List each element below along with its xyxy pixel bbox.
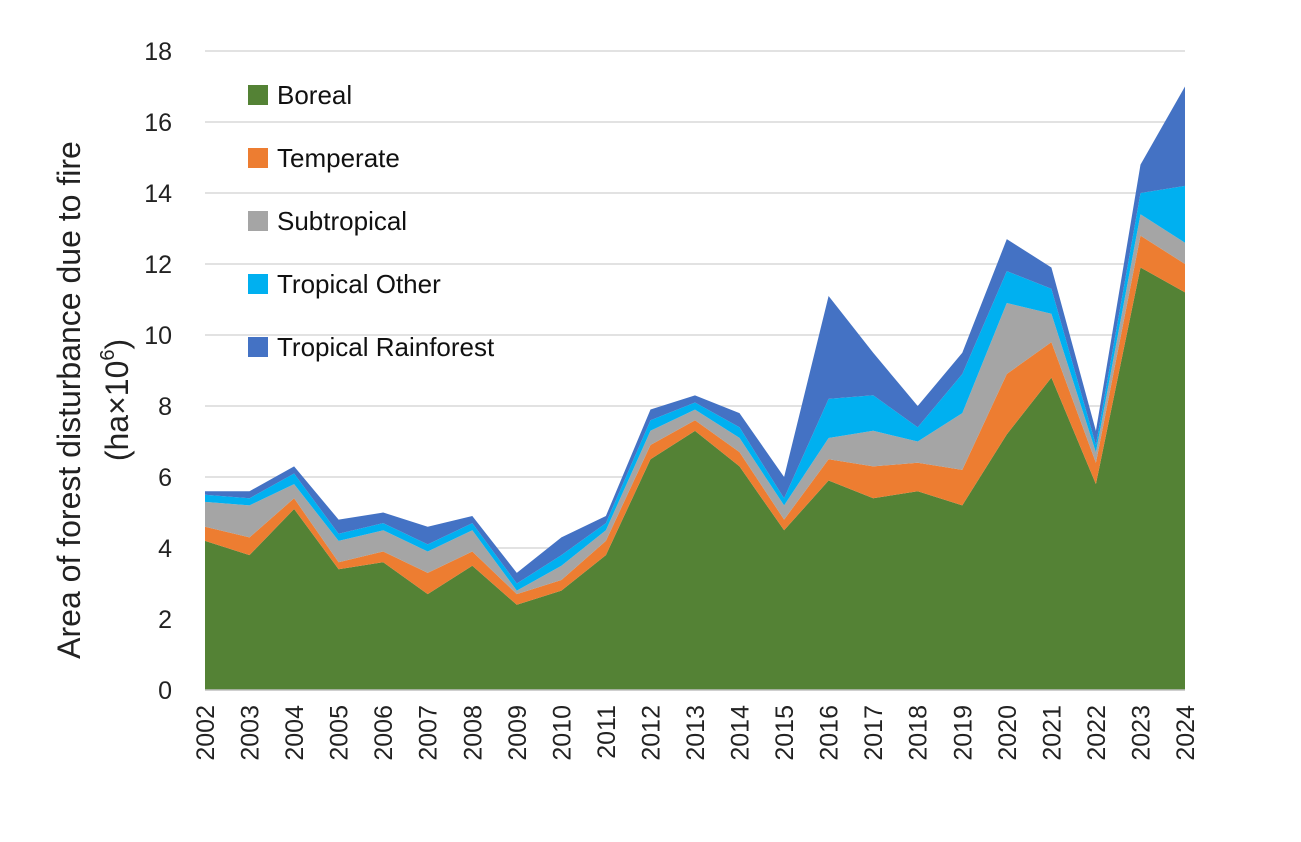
x-tick-label: 2008 — [459, 705, 487, 761]
legend-swatch — [248, 211, 268, 231]
x-tick-label: 2012 — [637, 705, 665, 761]
x-tick-label: 2011 — [593, 705, 621, 759]
x-tick-label: 2020 — [994, 705, 1022, 761]
y-axis-label-exponent: 6 — [97, 350, 119, 361]
x-tick-label: 2015 — [771, 705, 799, 761]
y-tick-label: 18 — [144, 38, 172, 66]
x-tick-label: 2003 — [237, 705, 265, 761]
area-boreal — [205, 267, 1185, 690]
x-tick-label: 2022 — [1083, 705, 1111, 761]
legend-swatch — [248, 148, 268, 168]
legend: Boreal Temperate Subtropical Tropical Other… — [248, 80, 495, 362]
x-tick-label: 2004 — [281, 705, 309, 761]
x-tick-label: 2014 — [727, 705, 755, 761]
legend-swatch — [248, 337, 268, 357]
x-tick-label: 2016 — [816, 705, 844, 761]
x-tick-label: 2019 — [949, 705, 977, 761]
x-tick-labels: 2002 2003 2004 2005 2006 2007 2008 2009 2010 2011… — [192, 705, 1200, 761]
y-tick-label: 14 — [144, 180, 172, 208]
x-tick-label: 2006 — [370, 705, 398, 761]
x-tick-label: 2005 — [326, 705, 354, 761]
x-tick-label: 2002 — [192, 705, 220, 761]
y-axis-label-prefix: (ha×10 — [99, 361, 135, 462]
y-axis-label-line1: Area of forest disturbance due to fire — [51, 141, 87, 659]
y-tick-label: 12 — [144, 251, 172, 279]
y-axis-label: Area of forest disturbance due to fire (… — [51, 141, 135, 659]
legend-label: Tropical Rainforest — [277, 332, 495, 362]
legend-label: Boreal — [277, 80, 352, 110]
y-tick-label: 2 — [158, 606, 172, 634]
y-tick-label: 16 — [144, 109, 172, 137]
y-tick-label: 4 — [158, 535, 172, 563]
x-tick-label: 2007 — [415, 705, 443, 761]
legend-label: Tropical Other — [277, 269, 441, 299]
y-tick-label: 6 — [158, 464, 172, 492]
legend-swatch — [248, 85, 268, 105]
x-tick-label: 2023 — [1127, 705, 1155, 761]
x-tick-label: 2010 — [548, 705, 576, 761]
legend-label: Temperate — [277, 143, 400, 173]
x-tick-label: 2013 — [682, 705, 710, 761]
y-axis-label-line2: (ha×106) — [97, 339, 135, 461]
y-tick-label: 10 — [144, 322, 172, 350]
x-tick-label: 2024 — [1172, 705, 1200, 761]
y-tick-label: 8 — [158, 393, 172, 421]
legend-swatch — [248, 274, 268, 294]
x-tick-label: 2021 — [1038, 705, 1066, 761]
legend-label: Subtropical — [277, 206, 407, 236]
area-series-group — [205, 86, 1185, 690]
y-axis-label-suffix: ) — [99, 339, 135, 350]
x-tick-label: 2009 — [504, 705, 532, 761]
x-tick-label: 2017 — [860, 705, 888, 761]
y-tick-label: 0 — [158, 677, 172, 705]
y-tick-labels: 0 2 4 6 8 10 12 14 16 18 — [144, 38, 172, 705]
x-tick-label: 2018 — [905, 705, 933, 761]
area-subtropical — [205, 214, 1185, 595]
